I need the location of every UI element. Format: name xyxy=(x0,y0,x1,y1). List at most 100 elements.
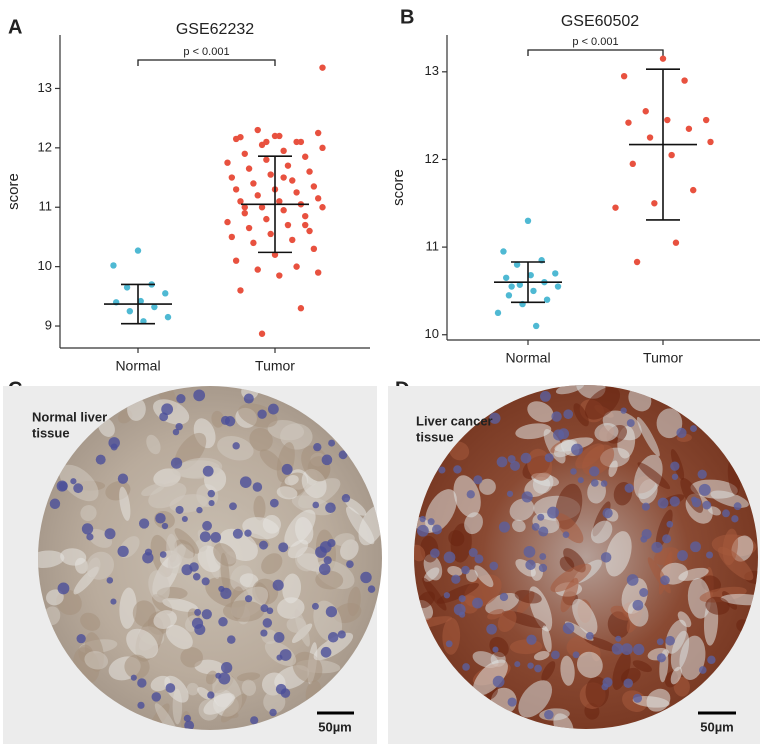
tissue-patch xyxy=(132,600,157,627)
tissue-patch xyxy=(276,486,298,500)
nucleus xyxy=(632,599,644,611)
nucleus xyxy=(540,390,551,402)
nucleus xyxy=(550,650,560,660)
nucleus xyxy=(138,518,150,529)
nucleus xyxy=(260,629,268,637)
nucleus xyxy=(260,604,269,613)
nucleus xyxy=(492,646,499,653)
x-tick-label: Normal xyxy=(115,358,160,374)
nucleus xyxy=(462,663,470,671)
nucleus xyxy=(520,452,532,464)
nucleus xyxy=(267,403,279,415)
tissue-patch xyxy=(259,449,283,471)
nucleus xyxy=(257,409,267,419)
nucleus xyxy=(507,455,516,464)
data-point xyxy=(254,192,261,199)
nucleus xyxy=(199,531,211,543)
data-point xyxy=(241,209,248,217)
nucleus xyxy=(218,617,228,627)
data-point xyxy=(245,165,253,172)
nucleus xyxy=(144,548,153,556)
nucleus xyxy=(259,540,268,550)
nucleus xyxy=(272,579,284,591)
nucleus xyxy=(453,465,462,474)
nucleus xyxy=(327,538,336,548)
tissue-texture xyxy=(38,386,382,730)
nucleus xyxy=(572,651,580,659)
data-point xyxy=(505,292,513,299)
nucleus xyxy=(691,498,702,508)
nucleus xyxy=(624,483,634,493)
tissue-patch xyxy=(241,679,257,696)
chart-title: GSE60502 xyxy=(561,13,639,30)
tissue-patch xyxy=(705,596,730,615)
tissue-patch xyxy=(282,573,302,604)
data-point xyxy=(276,198,283,205)
nucleus xyxy=(416,524,429,537)
nucleus xyxy=(106,577,114,584)
nucleus xyxy=(273,632,285,643)
tissue-patch xyxy=(126,628,159,659)
y-tick-label: 12 xyxy=(38,139,52,154)
nucleus xyxy=(239,476,252,488)
nucleus xyxy=(58,481,68,491)
nucleus xyxy=(367,585,376,593)
nucleus xyxy=(514,661,521,668)
nucleus xyxy=(571,443,583,456)
nucleus xyxy=(196,506,203,514)
tissue-patch xyxy=(180,647,204,668)
nucleus xyxy=(243,393,254,404)
tissue-patch xyxy=(722,528,739,566)
tissue-patch xyxy=(194,659,225,675)
image-label: Liver cancer xyxy=(416,413,493,428)
data-point xyxy=(681,77,688,84)
nucleus xyxy=(191,617,204,629)
data-point xyxy=(646,134,654,141)
nucleus xyxy=(443,551,456,564)
y-tick-label: 11 xyxy=(426,239,440,254)
nucleus xyxy=(489,412,501,424)
nucleus xyxy=(722,509,730,518)
data-point xyxy=(651,200,658,207)
nucleus xyxy=(492,675,505,688)
nucleus xyxy=(201,577,210,586)
nucleus xyxy=(221,661,233,674)
nucleus xyxy=(318,563,331,576)
tissue-patch xyxy=(211,410,225,428)
tissue-patch xyxy=(213,543,237,567)
tissue-patch xyxy=(263,690,286,714)
data-point xyxy=(241,150,248,157)
data-point xyxy=(258,204,266,211)
x-tick-label: Tumor xyxy=(255,358,295,374)
data-point xyxy=(664,116,671,124)
tissue-patch xyxy=(60,548,87,566)
nucleus xyxy=(278,542,289,553)
nucleus xyxy=(707,655,716,665)
data-point xyxy=(224,159,231,166)
nucleus xyxy=(313,443,322,452)
tissue-patch xyxy=(334,533,355,547)
nucleus xyxy=(620,407,627,414)
tissue-patch xyxy=(515,423,552,440)
nucleus xyxy=(244,595,253,603)
data-point xyxy=(612,204,619,211)
tissue-patch xyxy=(553,439,578,458)
nucleus xyxy=(202,520,212,531)
data-point xyxy=(263,138,270,146)
tissue-patch xyxy=(518,680,553,718)
nucleus xyxy=(600,480,608,487)
nucleus xyxy=(690,425,697,433)
nucleus xyxy=(165,683,176,693)
nucleus xyxy=(419,515,426,523)
data-point xyxy=(151,303,158,311)
data-point xyxy=(306,168,313,175)
nucleus xyxy=(244,529,252,537)
nucleus xyxy=(432,524,442,535)
nucleus xyxy=(323,556,332,565)
data-point xyxy=(524,217,532,225)
nucleus xyxy=(633,643,645,656)
data-point xyxy=(513,261,521,268)
nucleus xyxy=(194,608,202,616)
tissue-patch xyxy=(284,509,316,547)
